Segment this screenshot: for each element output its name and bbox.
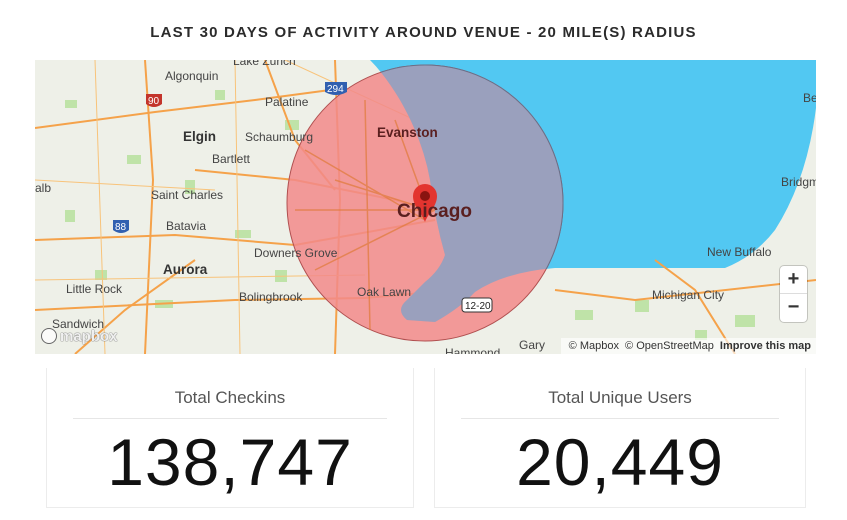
map-label-algonquin: Algonquin — [165, 69, 219, 83]
map-label-palatine: Palatine — [265, 95, 309, 109]
map-label-gary: Gary — [519, 338, 546, 352]
map-label-little-rock: Little Rock — [66, 282, 123, 296]
stat-card-checkins: Total Checkins 138,747 — [46, 368, 414, 508]
map-label-be: Be — [803, 91, 816, 105]
zoom-in-button[interactable]: + — [780, 266, 807, 294]
map-label-bartlett: Bartlett — [212, 152, 251, 166]
map-label-lake-zurich: Lake Zurich — [233, 60, 296, 68]
stat-label: Total Checkins — [73, 388, 387, 419]
highway-shields — [113, 82, 493, 313]
highway-294-label: 294 — [327, 84, 344, 95]
map-label-sandwich: Sandwich — [52, 317, 105, 331]
map-label-chicago: Chicago — [397, 201, 472, 222]
stat-card-unique-users: Total Unique Users 20,449 — [434, 368, 806, 508]
zoom-controls: + − — [780, 266, 807, 322]
map-canvas[interactable] — [35, 60, 816, 354]
map-attribution: © Mapbox © OpenStreetMap Improve this ma… — [560, 338, 816, 354]
improve-map-link[interactable]: Improve this map — [719, 340, 811, 352]
mapbox-logo-text: mapbox — [60, 327, 118, 345]
mapbox-logo-icon — [41, 328, 57, 344]
map-label-oak-lawn: Oak Lawn — [357, 285, 412, 299]
zoom-out-button[interactable]: − — [787, 296, 800, 318]
highway-90-label: 90 — [148, 96, 160, 107]
attribution-osm-link[interactable]: © OpenStreetMap — [625, 340, 714, 352]
map-label-schaumburg: Schaumburg — [245, 130, 314, 144]
highway-12-20-label: 12-20 — [465, 301, 491, 312]
map-label-aurora: Aurora — [163, 262, 208, 277]
map-label-alb: alb — [35, 181, 52, 195]
map-label-elgin: Elgin — [183, 129, 216, 144]
map-label-michigan-city: Michigan City — [652, 288, 725, 302]
highway-88-label: 88 — [115, 222, 127, 233]
map-label-batavia: Batavia — [166, 219, 207, 233]
map-label-new-buffalo: New Buffalo — [707, 245, 772, 259]
map-label-bridgm: Bridgm — [781, 175, 816, 189]
map-label-evanston: Evanston — [377, 125, 438, 140]
stat-value: 20,449 — [516, 425, 724, 499]
attribution-mapbox-link[interactable]: © Mapbox — [568, 340, 619, 352]
map-label-hammond: Hammond — [445, 346, 501, 354]
venue-map[interactable]: Lake Zurich Algonquin Palatine Elgin Sch… — [35, 60, 816, 354]
mapbox-logo[interactable]: mapbox — [41, 326, 118, 346]
map-pin-icon[interactable] — [413, 184, 437, 222]
map-label-downers-grove: Downers Grove — [254, 246, 338, 260]
map-label-bolingbrook: Bolingbrook — [239, 290, 303, 304]
page-title: LAST 30 DAYS OF ACTIVITY AROUND VENUE - … — [150, 24, 697, 41]
park-areas — [65, 90, 755, 340]
map-label-saint-charles: Saint Charles — [151, 188, 224, 202]
stat-label: Total Unique Users — [461, 388, 779, 419]
stat-value: 138,747 — [107, 425, 353, 499]
